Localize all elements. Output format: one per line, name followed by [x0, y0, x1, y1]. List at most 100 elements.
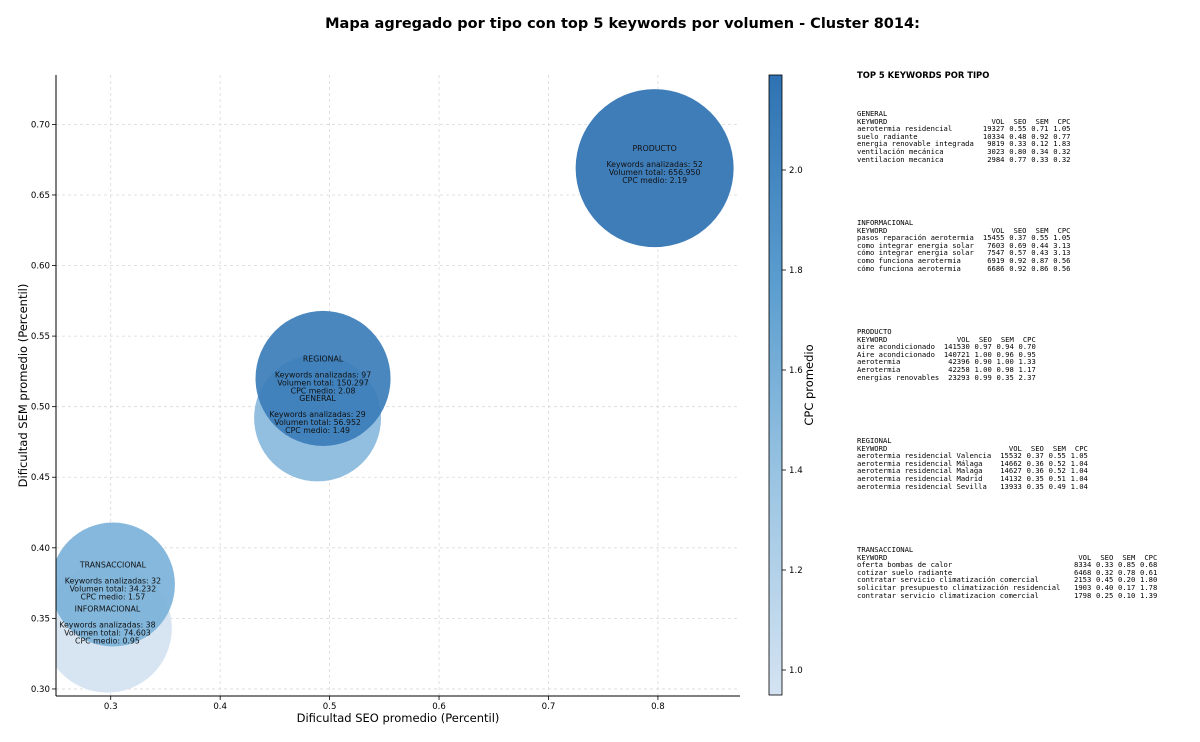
value-cell: 19327	[982, 124, 1005, 134]
keyword-table-row: suelo radiante 10334 0.48 0.92 0.77	[857, 133, 1071, 141]
value-cell: 0.57	[1009, 248, 1027, 258]
value-cell: 2.37	[1018, 372, 1036, 382]
y-tick-label: 0.30	[31, 685, 50, 695]
y-axis-label: Dificultad SEM promedio (Percentil)	[16, 284, 30, 488]
value-cell: SEO	[1030, 443, 1044, 453]
value-cell: 0.96	[996, 349, 1014, 359]
keyword-cell: energia renovable integrada	[857, 139, 974, 149]
bubble-regional	[255, 310, 391, 446]
value-cell: 1.04	[1070, 458, 1088, 468]
value-cell: 15532	[1000, 451, 1022, 461]
bubble-label-keywords: Keywords analizadas: 29	[269, 410, 365, 419]
keyword-table-row: solicitar presupuesto climatización resi…	[857, 584, 1157, 592]
value-cell: 3023	[987, 146, 1005, 156]
keyword-table-header: KEYWORD VOL SEO SEM CPC	[857, 552, 1157, 562]
y-tick-label: 0.45	[31, 473, 50, 483]
value-cell: 1.33	[1018, 357, 1036, 367]
value-cell: 10334	[982, 131, 1005, 141]
bubble-label-keywords: Keywords analizadas: 32	[65, 577, 161, 586]
colorbar-tick-label: 1.0	[789, 666, 803, 676]
value-cell: CPC	[1022, 334, 1036, 344]
value-cell: 2153	[1074, 575, 1092, 585]
keyword-table-row: contratar servicio climatizacion comerci…	[857, 590, 1158, 600]
keyword-cell: KEYWORD	[857, 443, 888, 453]
value-cell: 0.10	[1118, 590, 1136, 600]
value-cell: 1.39	[1140, 590, 1158, 600]
bubble-label-name: GENERAL	[299, 394, 336, 403]
keyword-table-row: energia renovable integrada 9819 0.33 0.12 1…	[857, 140, 1071, 148]
keyword-group-name: PRODUCTO	[857, 327, 892, 336]
keyword-table-row: aerotermia residencial Madrid 14132 0.35 0.…	[857, 475, 1088, 483]
value-cell: 1.00	[974, 364, 992, 374]
value-cell: 0.25	[1096, 590, 1114, 600]
keyword-group-general: GENERAL KEYWORD VOL SEO SEM CPC aerotermia res…	[857, 110, 1071, 163]
value-cell: VOL	[991, 116, 1005, 126]
value-cell: 0.12	[1031, 139, 1049, 149]
value-cell: 6468	[1074, 567, 1092, 577]
colorbar-tick-label: 2.0	[789, 166, 803, 176]
bubble-label-keywords: Keywords analizadas: 52	[606, 160, 702, 169]
keyword-cell: Aerotermia	[857, 364, 901, 374]
value-cell: 0.92	[1031, 131, 1049, 141]
value-cell: SEM	[1052, 443, 1066, 453]
keyword-table-header: KEYWORD VOL SEO SEM CPC	[857, 225, 1071, 235]
value-cell: VOL	[1078, 552, 1092, 562]
keyword-table-row: cómo integrar energia solar 7547 0.57 0.43 3…	[857, 249, 1071, 257]
top-keywords-title: TOP 5 KEYWORDS POR TIPO	[857, 70, 990, 80]
keyword-cell: energias renovables	[857, 372, 940, 382]
keyword-cell: aerotermia residencial Sevilla	[857, 481, 987, 491]
keyword-cell: aerotermia residencial	[857, 124, 953, 134]
x-tick-label: 0.7	[542, 702, 556, 712]
keyword-cell: cómo funciona aerotermia	[857, 263, 961, 273]
value-cell: 0.35	[1026, 481, 1044, 491]
value-cell: 0.20	[1118, 575, 1136, 585]
value-cell: 140721	[943, 349, 970, 359]
colorbar-tick-label: 1.2	[789, 566, 803, 576]
bubble-label-volume: Volumen total: 74.603	[64, 628, 151, 637]
value-cell: 0.86	[1031, 263, 1049, 273]
value-cell: SEO	[1100, 552, 1114, 562]
value-cell: 0.36	[1026, 466, 1044, 476]
value-cell: 1.83	[1053, 139, 1071, 149]
value-cell: 0.32	[1096, 567, 1114, 577]
value-cell: 6919	[987, 255, 1005, 265]
value-cell: 14627	[1000, 466, 1022, 476]
value-cell: CPC	[1057, 116, 1071, 126]
value-cell: SEO	[1013, 116, 1027, 126]
value-cell: 2984	[987, 154, 1005, 164]
value-cell: SEM	[1000, 334, 1014, 344]
value-cell: 1.05	[1053, 124, 1071, 134]
value-cell: 15455	[982, 233, 1005, 243]
value-cell: 0.92	[1009, 255, 1027, 265]
keyword-table-header: KEYWORD VOL SEO SEM CPC	[857, 116, 1071, 126]
value-cell: 0.35	[1026, 473, 1044, 483]
bubble-label-cpc: CPC medio: 2.19	[622, 176, 687, 185]
value-cell: 0.43	[1031, 248, 1049, 258]
value-cell: 42258	[948, 364, 970, 374]
value-cell: 1.78	[1140, 582, 1158, 592]
value-cell: 9819	[987, 139, 1005, 149]
bubble-label-name: TRANSACCIONAL	[79, 561, 147, 570]
keyword-cell: contratar servicio climatización comerci…	[857, 575, 1039, 585]
bubble-label-keywords: Keywords analizadas: 38	[59, 620, 155, 629]
value-cell: 0.35	[996, 372, 1014, 382]
keyword-table-row: ventilación mecánica 3023 0.80 0.34 0.32	[857, 148, 1071, 156]
keyword-cell: KEYWORD	[857, 116, 888, 126]
value-cell: 0.71	[1031, 124, 1049, 134]
value-cell: 0.68	[1140, 560, 1158, 570]
colorbar	[768, 74, 783, 696]
keyword-table-header: KEYWORD VOL SEO SEM CPC	[857, 334, 1036, 344]
keyword-group-name: GENERAL	[857, 109, 888, 118]
value-cell: 0.33	[1096, 560, 1114, 570]
keyword-table-row: aire acondicionado 141530 0.97 0.94 0.70	[857, 343, 1036, 351]
colorbar-tick-label: 1.6	[789, 366, 803, 376]
value-cell: 0.56	[1053, 263, 1071, 273]
value-cell: SEO	[1013, 225, 1027, 235]
value-cell: 0.70	[1018, 342, 1036, 352]
keyword-group-producto: PRODUCTO KEYWORD VOL SEO SEM CPC aire acondici…	[857, 328, 1036, 381]
value-cell: 6686	[987, 263, 1005, 273]
y-tick-label: 0.50	[31, 403, 50, 413]
value-cell: 1.05	[1053, 233, 1071, 243]
keyword-table-row: aerotermia residencial Valencia 15532 0.37…	[857, 452, 1088, 460]
